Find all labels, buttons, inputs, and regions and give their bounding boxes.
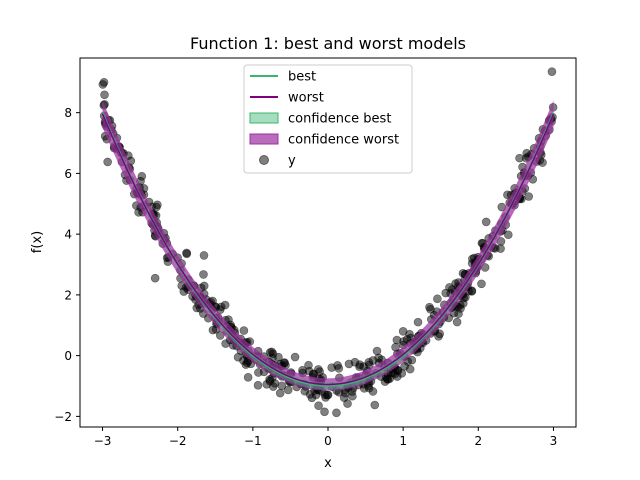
y-tick-label: 6 (64, 167, 72, 181)
legend-patch-confidence-best (249, 112, 279, 124)
y-tick-label: 0 (64, 349, 72, 363)
legend: best worst confidence best confidence worst… (243, 64, 413, 174)
data-point (199, 281, 209, 291)
data-point (547, 67, 557, 76)
data-point (199, 251, 209, 260)
data-point (199, 270, 208, 279)
data-point (392, 372, 402, 381)
data-point (344, 359, 354, 369)
worst-line (101, 113, 555, 386)
data-point (402, 335, 412, 344)
legend-label: worst (288, 91, 324, 106)
x-tick-label: −3 (94, 434, 112, 448)
confidence-best-band (102, 109, 554, 390)
data-point (275, 388, 285, 398)
data-point (435, 329, 445, 339)
plot-area (98, 67, 558, 418)
x-tick-label: −2 (169, 434, 187, 448)
data-point (323, 390, 333, 400)
y-tick-label: 4 (64, 228, 72, 242)
data-point (398, 327, 408, 336)
plot-content (98, 67, 558, 418)
x-tick-label: 3 (550, 434, 558, 448)
y-tick-label: 8 (64, 106, 72, 120)
data-point (320, 407, 329, 417)
x-tick-label: 2 (474, 434, 482, 448)
data-point (477, 279, 486, 289)
data-point (290, 352, 300, 362)
x-tick-label: 1 (399, 434, 407, 448)
data-point (372, 346, 382, 356)
data-point (364, 383, 374, 393)
data-point (277, 381, 287, 391)
data-point (503, 230, 513, 240)
data-point (441, 288, 451, 298)
data-point (253, 381, 263, 390)
data-point (150, 273, 160, 283)
data-point (239, 326, 249, 335)
data-point (283, 385, 293, 395)
legend-patch-confidence-worst (249, 133, 279, 145)
legend-label: y (288, 154, 296, 169)
x-axis-label: x (324, 456, 332, 471)
legend-marker-y (259, 155, 269, 165)
data-point (100, 90, 109, 100)
data-point (243, 373, 253, 382)
data-point (392, 335, 402, 345)
y-tick-label: −2 (54, 410, 72, 424)
data-point (413, 317, 423, 327)
data-point (215, 331, 225, 340)
data-point (425, 302, 434, 312)
data-point (305, 390, 315, 399)
x-tick-label: −1 (244, 434, 262, 448)
data-point (267, 347, 277, 357)
legend-box (243, 64, 413, 174)
data-point (481, 217, 491, 227)
x-axis: −3 −2 −1 0 1 2 3 (94, 427, 558, 448)
data-point (265, 376, 275, 386)
data-point (314, 401, 323, 411)
data-point (334, 364, 344, 373)
chart-title: Function 1: best and worst models (190, 34, 466, 53)
data-point (192, 303, 202, 313)
data-point (347, 387, 357, 396)
data-point (339, 393, 349, 402)
data-point (332, 408, 341, 418)
data-point (327, 363, 337, 372)
data-point (304, 366, 314, 376)
data-point (370, 400, 380, 410)
y-axis: −2 0 2 4 6 8 (54, 106, 80, 424)
data-point (99, 77, 109, 87)
data-point (220, 300, 230, 310)
legend-label: best (288, 70, 316, 85)
y-axis-label: f(x) (30, 231, 45, 253)
data-point (391, 342, 400, 352)
legend-label: confidence worst (288, 133, 399, 148)
data-point (182, 248, 191, 258)
data-point (355, 362, 364, 372)
y-tick-label: 2 (64, 288, 72, 302)
legend-label: confidence best (288, 112, 391, 127)
x-tick-label: 0 (324, 434, 332, 448)
data-point (103, 157, 112, 167)
data-point (433, 294, 442, 304)
data-point (496, 244, 505, 253)
data-point (524, 192, 534, 201)
data-point (452, 317, 462, 327)
data-point (137, 172, 147, 181)
